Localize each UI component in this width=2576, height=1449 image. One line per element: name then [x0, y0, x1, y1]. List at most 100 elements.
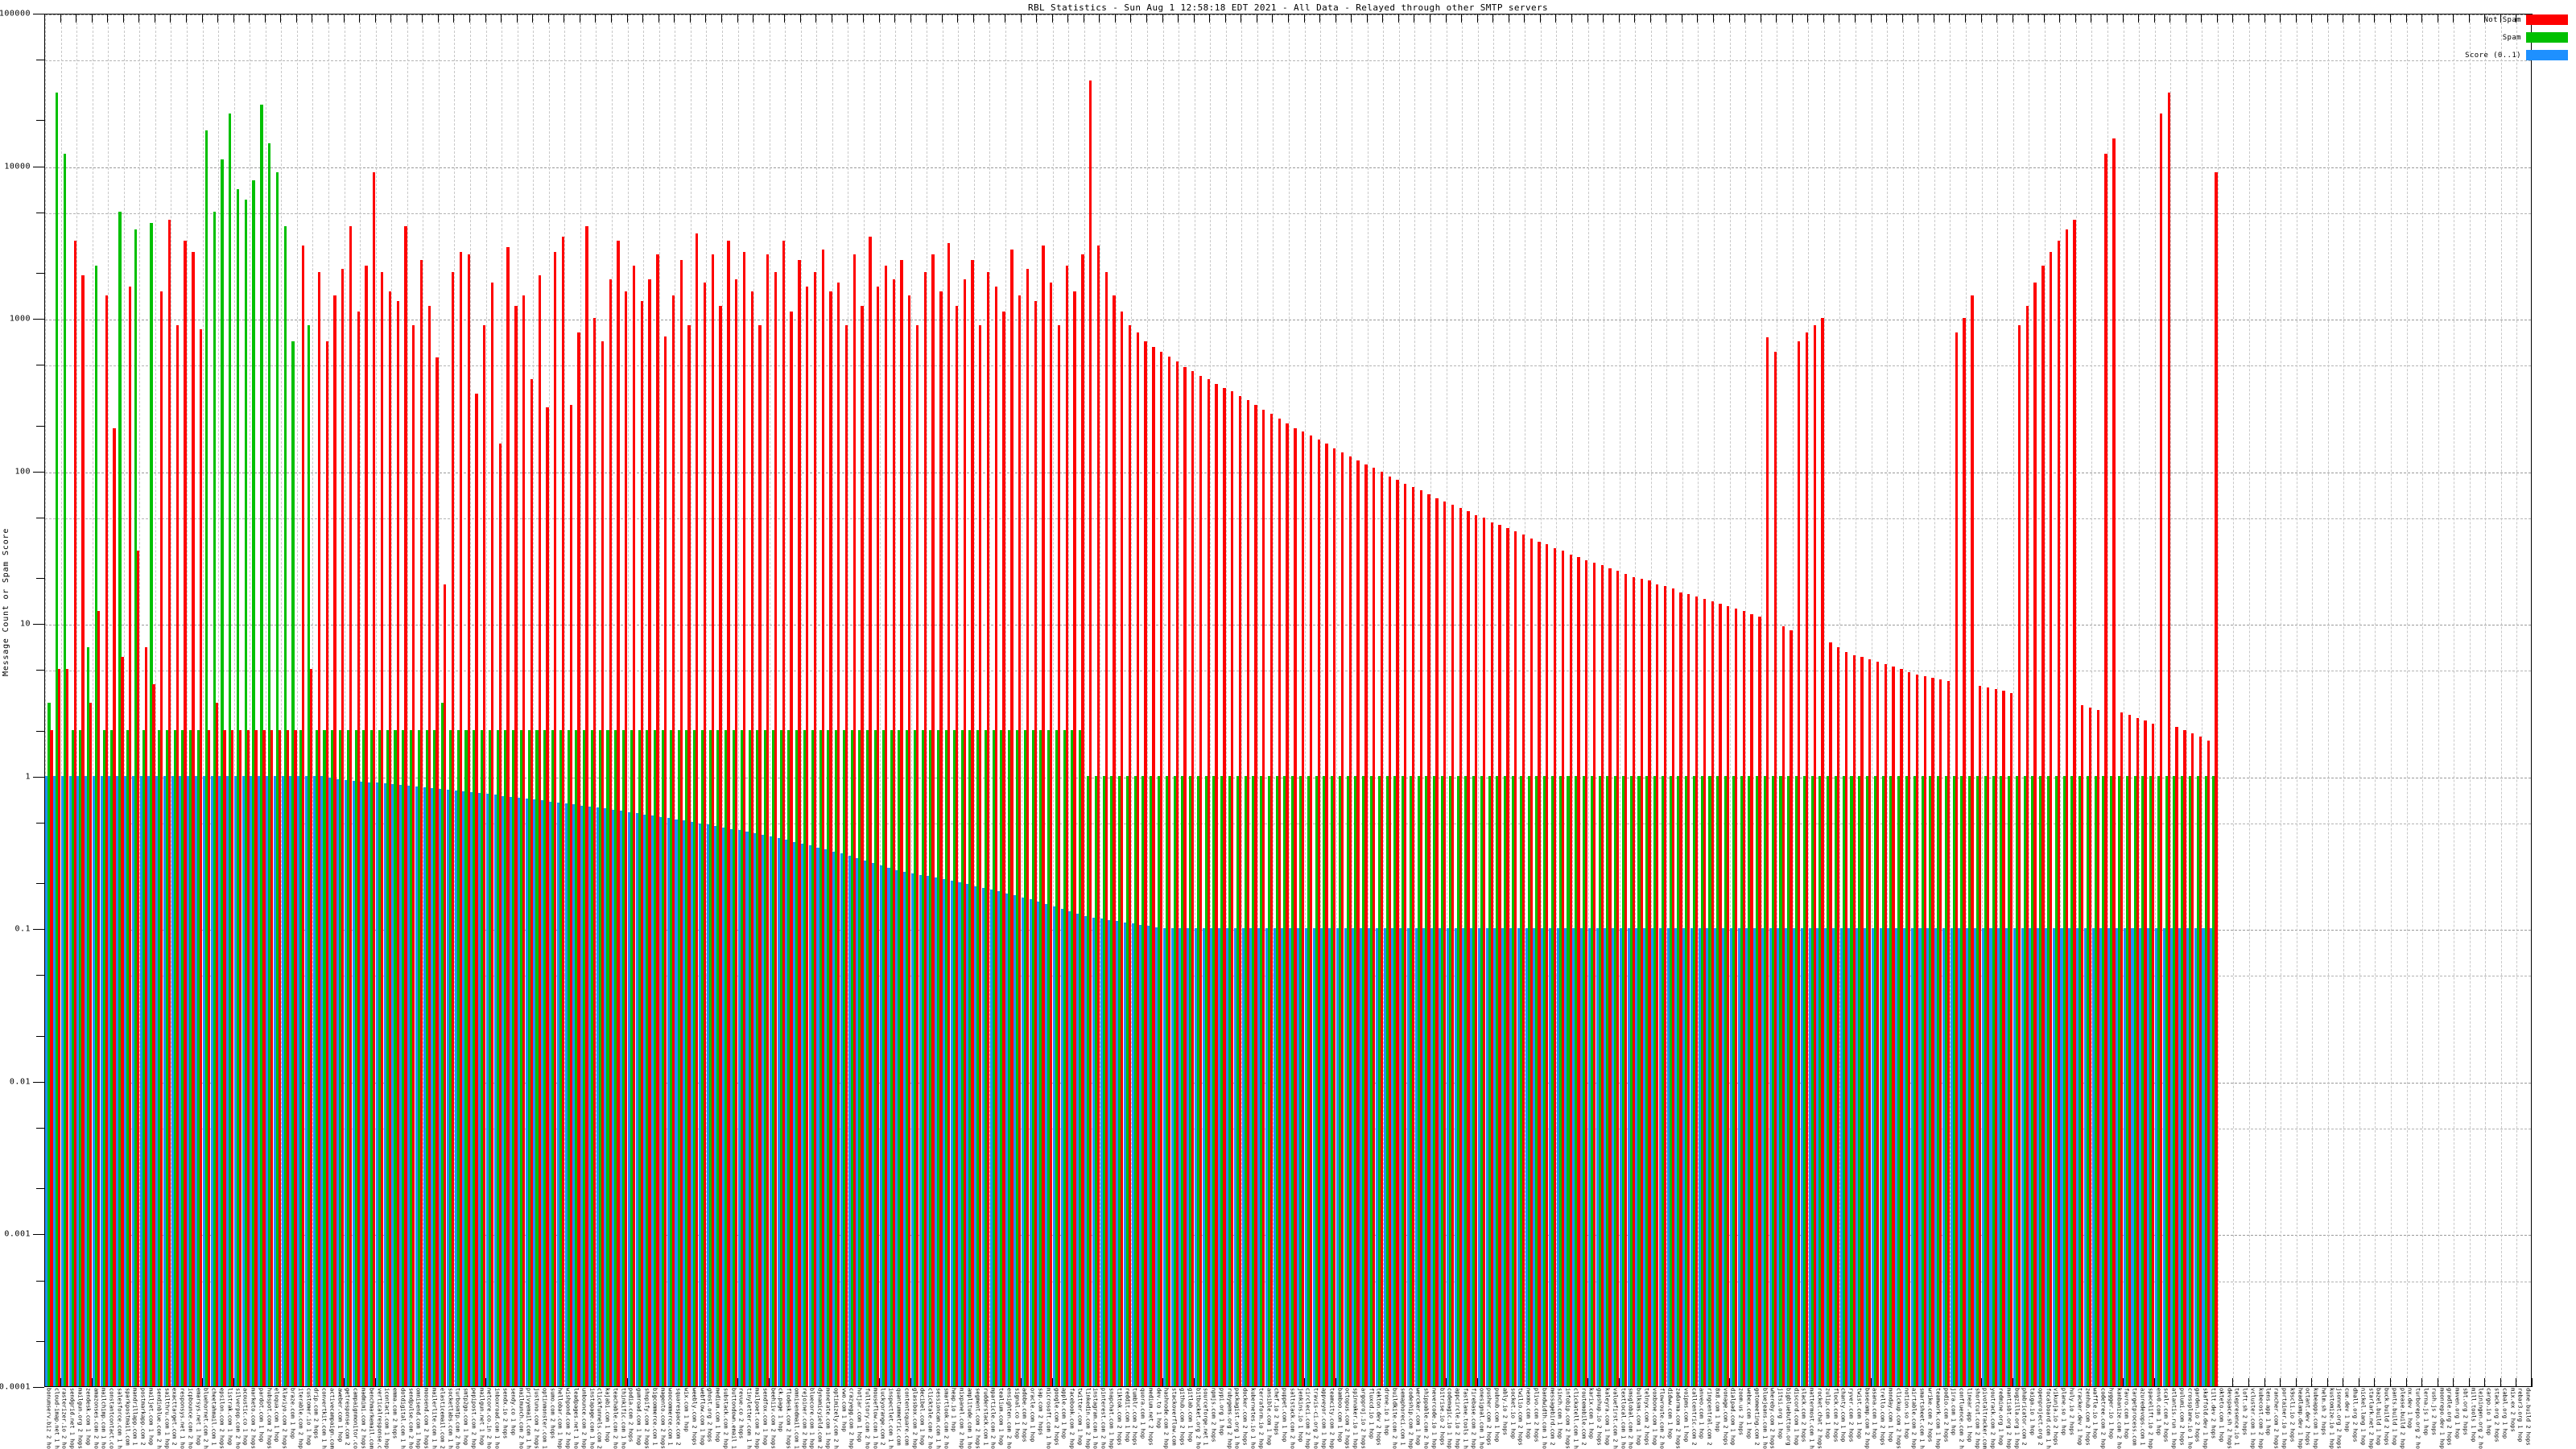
x-axis-tick-label: mix.ex 2 hops	[2509, 1388, 2516, 1432]
x-axis-tick-label: ck.page 1 hop	[777, 1388, 784, 1432]
bar-not-spam	[1152, 346, 1155, 1386]
x-axis-tick-label: bitbucket.org 2 hops	[1195, 1388, 1202, 1449]
bar-not-spam	[908, 295, 911, 1386]
bar-score	[1722, 928, 1725, 1386]
bar-score	[1375, 928, 1379, 1386]
bar-score	[1454, 928, 1457, 1386]
bar-score	[1068, 910, 1071, 1386]
bar-not-spam	[1050, 283, 1053, 1386]
x-axis-tick	[674, 14, 675, 23]
bar-not-spam	[2057, 241, 2061, 1386]
x-axis-tick-label: codeship.com 2 hops	[1407, 1388, 1414, 1449]
bar-score	[1296, 928, 1300, 1386]
x-axis-tick-label: bamboo.com 1 hop	[1336, 1388, 1344, 1443]
x-axis-tick	[1524, 14, 1525, 23]
x-axis-tick-label: responsys.net 1 hop	[179, 1388, 186, 1449]
bar-score	[2083, 928, 2087, 1386]
x-axis-tick-label: eloqua.com 1 hop	[273, 1388, 280, 1443]
bar-spam	[79, 729, 82, 1386]
bar-score	[1533, 928, 1536, 1386]
bar-spam	[213, 211, 216, 1386]
bar-score	[2194, 928, 2198, 1386]
x-axis-tick-label: ryver.com 2 hops	[1847, 1388, 1855, 1443]
x-axis-tick-label: telnyx.com 2 hops	[1643, 1388, 1650, 1446]
vertical-gridline	[1823, 14, 1825, 1386]
vertical-gridline	[832, 14, 833, 1386]
bar-spam	[1291, 775, 1294, 1386]
x-axis-tick-label: nx.dev 1 hop	[2406, 1388, 2413, 1429]
bar-score	[1839, 928, 1843, 1386]
y-axis-tick	[33, 319, 44, 320]
bar-score	[289, 775, 292, 1386]
bar-spam	[1889, 775, 1893, 1386]
bar-spam	[811, 729, 815, 1386]
bar-not-spam	[955, 306, 959, 1386]
bar-not-spam	[427, 306, 431, 1386]
bar-not-spam	[876, 287, 880, 1386]
bar-not-spam	[601, 341, 605, 1386]
bar-not-spam	[1915, 675, 1919, 1386]
x-axis-tick-label: appcircle.io 2 hops	[1454, 1388, 1461, 1449]
x-axis-tick-label: amplitude.com 1 hop	[966, 1388, 973, 1449]
x-axis-tick	[642, 14, 644, 23]
vertical-gridline	[187, 14, 188, 1386]
vertical-gridline	[1997, 14, 1999, 1386]
bar-score	[2021, 928, 2024, 1386]
bar-spam	[654, 729, 657, 1386]
bar-not-spam	[2215, 172, 2218, 1386]
x-axis-tick-label: madmimi.com 2 hops	[360, 1388, 367, 1449]
bar-spam	[2173, 775, 2176, 1386]
x-axis-tick-label: omnisendmail.com 1 hop	[793, 1388, 800, 1449]
x-axis-tick-label: gradle.org 2 hops	[2446, 1388, 2453, 1446]
bar-not-spam	[175, 324, 180, 1386]
bar-not-spam	[1946, 680, 1951, 1386]
bar-score	[1587, 928, 1591, 1386]
bar-spam	[716, 729, 720, 1386]
legend-entry-score[interactable]: Score (0..1)	[2465, 50, 2568, 60]
x-axis-tick	[1020, 14, 1022, 23]
x-axis-tick-label: rubygems.org 2 hops	[1226, 1388, 1233, 1449]
bar-not-spam	[1404, 484, 1407, 1386]
legend-entry-not-spam[interactable]: Not Spam	[2465, 14, 2568, 25]
bar-spam	[417, 729, 421, 1386]
vertical-gridline	[296, 14, 298, 1386]
bar-not-spam	[1624, 574, 1628, 1386]
x-axis-tick	[2453, 14, 2454, 23]
bar-score	[1643, 928, 1646, 1386]
bar-score	[643, 814, 646, 1386]
bar-not-spam	[2152, 723, 2155, 1386]
bar-not-spam	[2081, 705, 2084, 1386]
bar-score	[1816, 928, 1819, 1386]
bar-not-spam	[1136, 332, 1139, 1386]
x-axis-tick-label: heap.io 1 hop	[950, 1388, 957, 1432]
vertical-gridline	[1162, 14, 1164, 1386]
legend-entry-spam[interactable]: Spam	[2465, 32, 2568, 43]
x-axis-tick-label: sendx.io 2 hops	[502, 1388, 509, 1439]
bar-score	[1147, 926, 1150, 1386]
bar-spam	[944, 729, 948, 1386]
x-axis-tick-label: zenhub.com 2 hops	[2084, 1388, 2091, 1446]
bar-spam	[402, 729, 405, 1386]
x-axis-tick-label: glassbox.com 2 hops	[911, 1388, 919, 1449]
y-axis-tick	[36, 1280, 44, 1282]
x-axis-tick-label: shortcut.com 2 hops	[1974, 1388, 1981, 1449]
bar-not-spam	[1742, 611, 1745, 1386]
bar-spam	[1614, 775, 1617, 1386]
x-axis-tick-label: beehiiv.com 2 hops	[770, 1388, 776, 1449]
bar-not-spam	[711, 254, 714, 1386]
x-axis-tick-label: wishpond.com 2 hops	[564, 1388, 572, 1449]
x-axis-tick-label: env0.com 1 hop	[2155, 1388, 2162, 1436]
x-axis-tick-label: justuno.com 2 hops	[533, 1388, 540, 1449]
y-axis-tick	[36, 273, 44, 275]
x-axis-tick-label: mailchimp.com 1 hop	[100, 1388, 107, 1449]
bar-score	[1076, 913, 1080, 1386]
x-axis-tick-label: squarespace.com 2 hops	[675, 1388, 682, 1449]
bar-score	[1981, 928, 1984, 1386]
bar-not-spam	[1521, 535, 1525, 1386]
bar-spam	[693, 729, 696, 1386]
bar-score	[218, 775, 221, 1386]
bar-score	[1344, 928, 1347, 1386]
bar-not-spam	[1829, 642, 1832, 1386]
bar-score	[808, 845, 812, 1386]
bar-score	[997, 891, 1001, 1386]
